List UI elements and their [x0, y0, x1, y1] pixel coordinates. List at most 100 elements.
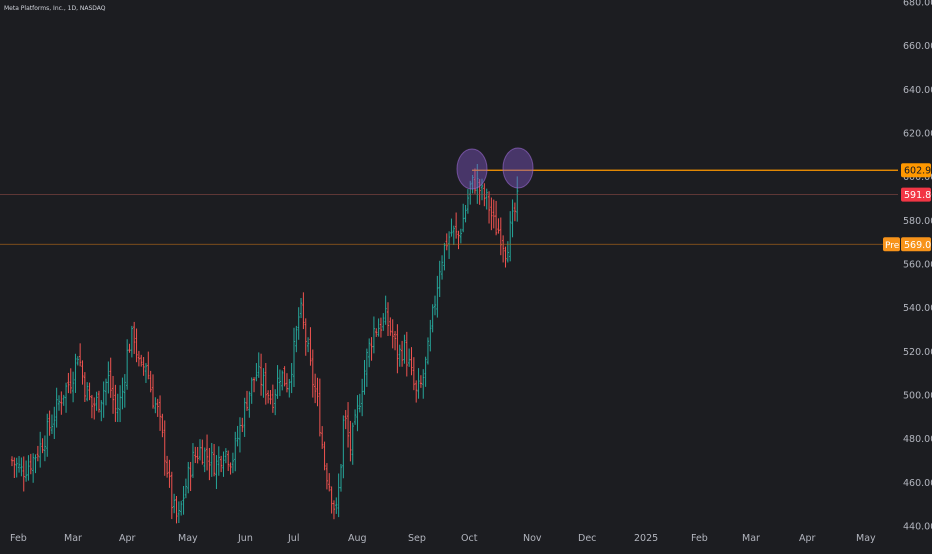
- price-axis[interactable]: 680.00 660.00 640.00 620.00 600.00 580.00 560.…: [903, 0, 932, 533]
- ohlc-bar: [495, 200, 498, 236]
- ohlc-bar: [86, 382, 89, 402]
- ohlc-bar: [104, 378, 108, 406]
- ohlc-bar: [217, 446, 220, 476]
- ohlc-bar: [142, 357, 145, 376]
- ohlc-bar: [182, 485, 185, 515]
- ohlc-bar: [177, 501, 180, 524]
- ohlc-bar: [140, 354, 143, 367]
- ohlc-bar: [346, 402, 350, 448]
- last-price-badge-bg: [901, 187, 931, 202]
- resistance-badge-value: 602.95: [904, 166, 932, 177]
- ohlc-bar: [36, 445, 39, 462]
- ohlc-bar: [375, 328, 378, 337]
- ohlc-bar: [323, 441, 326, 471]
- price-tick-label: 500.00: [903, 391, 932, 402]
- ohlc-bar: [389, 317, 392, 336]
- ohlc-bar: [262, 368, 265, 398]
- time-tick-label: Oct: [461, 533, 478, 544]
- price-tick-label: 580.00: [903, 216, 932, 227]
- ohlc-bar: [299, 297, 303, 319]
- ohlc-bar: [516, 176, 519, 222]
- ohlc-bar: [196, 446, 199, 464]
- price-tick-label: 600.00: [903, 172, 932, 183]
- ohlc-bar: [121, 377, 124, 410]
- ohlc-bar: [20, 457, 23, 477]
- ohlc-bar: [74, 353, 77, 393]
- ohlc-bars: [10, 164, 519, 524]
- ohlc-bar: [497, 218, 500, 234]
- price-tick-label: 460.00: [903, 478, 932, 489]
- ohlc-bar: [419, 375, 422, 388]
- ohlc-bar: [184, 478, 187, 499]
- ohlc-bar: [208, 447, 211, 481]
- time-tick-label: Sep: [408, 533, 426, 544]
- time-tick-label: May: [178, 533, 198, 544]
- ohlc-bar: [48, 410, 51, 436]
- ohlc-bar: [426, 337, 430, 365]
- ohlc-bar: [241, 417, 244, 433]
- time-tick-label: 2025: [634, 533, 658, 544]
- ohlc-bar: [231, 452, 234, 474]
- ohlc-bar: [283, 366, 286, 387]
- time-axis[interactable]: Feb Mar Apr May Jun Jul Aug Sep Oct Nov Dec 2025 Feb…: [10, 533, 876, 544]
- ohlc-bar: [238, 417, 242, 453]
- ohlc-bar: [90, 394, 93, 419]
- ohlc-bar: [46, 413, 49, 457]
- ohlc-bar: [396, 324, 399, 374]
- ohlc-bar: [187, 461, 190, 494]
- ohlc-bar: [168, 459, 171, 488]
- ohlc-bar: [408, 348, 411, 367]
- ohlc-bar: [433, 295, 437, 316]
- ohlc-bar: [363, 360, 366, 395]
- ohlc-bar: [271, 384, 274, 413]
- ohlc-bar: [511, 199, 514, 238]
- time-tick-label: Mar: [64, 533, 82, 544]
- ohlc-bar: [448, 231, 451, 259]
- ohlc-bar: [29, 453, 32, 475]
- ohlc-bar: [502, 235, 505, 263]
- ohlc-bar: [466, 189, 469, 214]
- ohlc-bar: [499, 217, 502, 256]
- time-tick-label: Feb: [691, 533, 708, 544]
- ohlc-bar: [478, 178, 481, 205]
- ohlc-bar: [377, 318, 380, 337]
- ohlc-bar: [307, 337, 310, 353]
- ohlc-bar: [27, 455, 30, 481]
- ohlc-bar: [452, 225, 455, 245]
- ohlc-bar: [485, 188, 488, 210]
- ohlc-bar: [236, 425, 239, 447]
- ohlc-bar: [349, 420, 352, 462]
- ohlc-bar: [297, 307, 300, 340]
- ohlc-bar: [128, 343, 131, 353]
- ohlc-bar: [490, 197, 493, 231]
- ohlc-bar: [222, 451, 225, 477]
- ohlc-bar: [391, 319, 394, 349]
- ohlc-bar: [398, 344, 401, 367]
- ohlc-bar: [69, 368, 72, 394]
- ohlc-bar: [457, 230, 460, 250]
- horizontal-levels: [0, 169, 898, 245]
- ohlc-bar: [504, 246, 507, 268]
- ohlc-bar: [509, 211, 512, 262]
- peak-marker-ellipse: [502, 147, 534, 189]
- ohlc-bar: [332, 500, 336, 520]
- ohlc-bar: [53, 406, 56, 440]
- ohlc-bar: [260, 353, 263, 396]
- ohlc-bar: [34, 454, 37, 474]
- ohlc-bar: [335, 497, 338, 514]
- premarket-tag: Pre: [883, 237, 900, 252]
- ohlc-bar: [39, 431, 42, 468]
- ohlc-bar: [114, 384, 117, 422]
- ohlc-bar: [513, 202, 516, 222]
- ohlc-bar: [464, 204, 467, 223]
- ohlc-bar: [304, 318, 307, 356]
- ohlc-bar: [43, 435, 46, 462]
- ohlc-bar: [135, 328, 138, 363]
- ohlc-bar: [487, 191, 491, 224]
- ohlc-bar: [386, 302, 390, 337]
- ohlc-bar: [356, 395, 359, 432]
- ohlc-bar: [351, 422, 354, 465]
- ohlc-bar: [410, 347, 413, 376]
